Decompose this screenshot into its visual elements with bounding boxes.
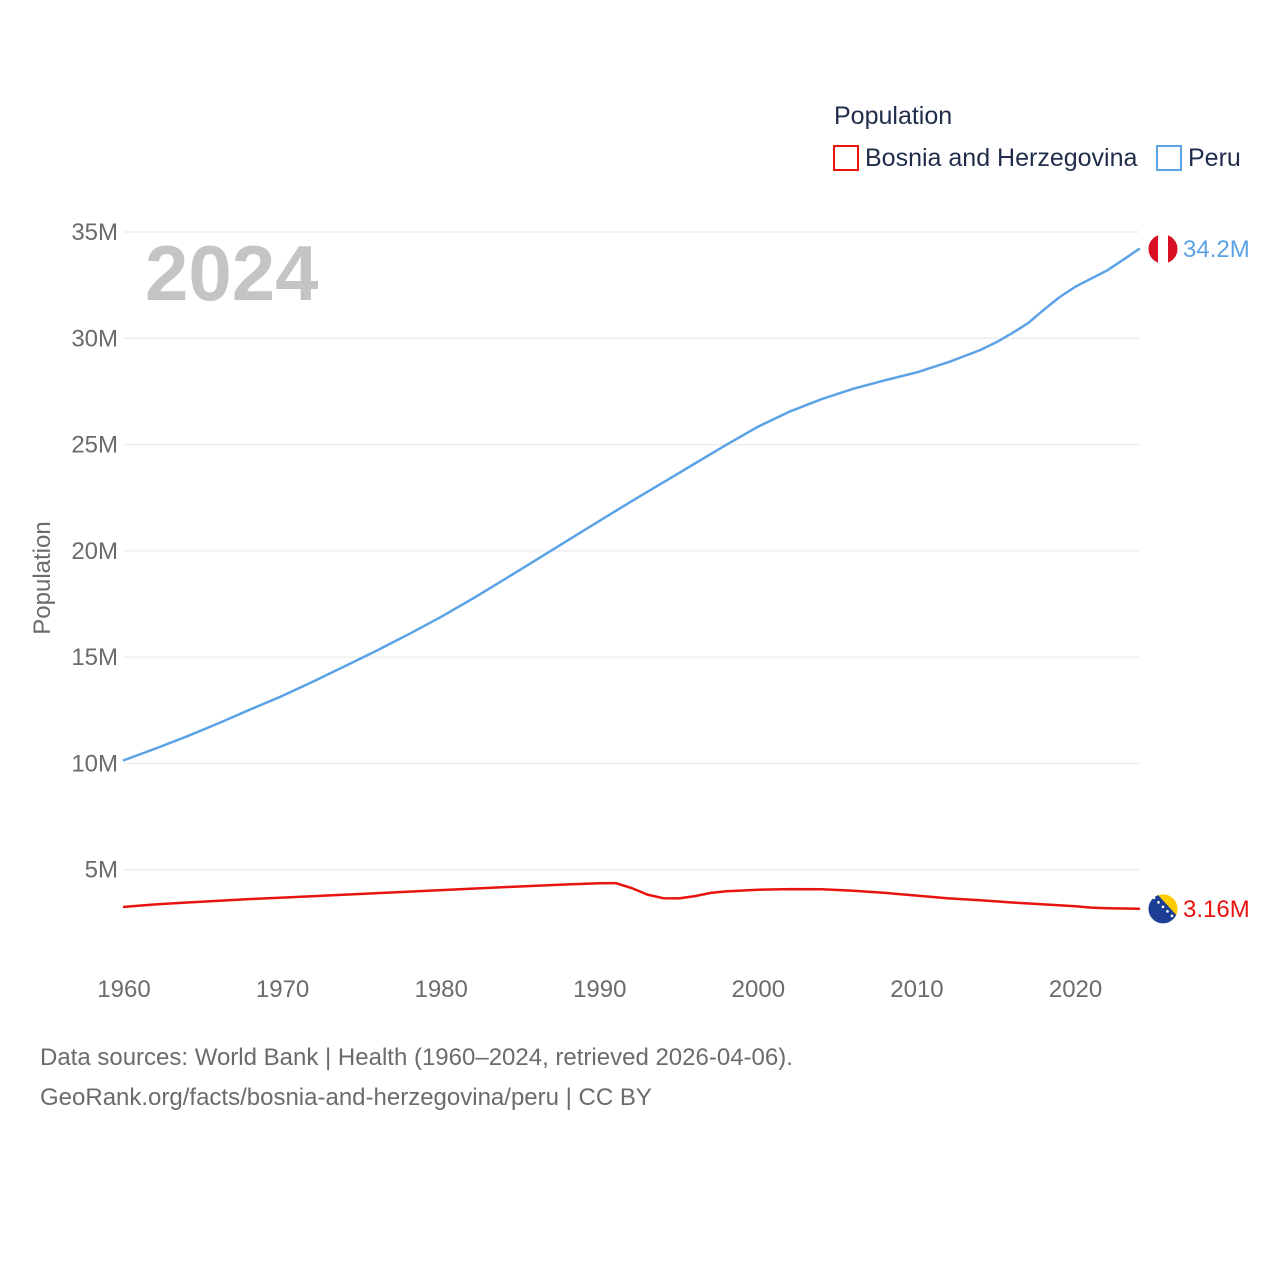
series-line-peru [122, 247, 1141, 762]
peru-flag-icon [1147, 233, 1179, 265]
y-axis-title: Population [29, 521, 56, 634]
series-endpoints: 3.16M 34.2M [1147, 233, 1250, 925]
y-tick-label: 30M [71, 325, 118, 352]
legend-entry-peru[interactable]: Peru [1156, 144, 1241, 172]
y-tick-label: 15M [71, 644, 118, 671]
flag-star [1170, 914, 1174, 918]
y-axis-ticks: 5M 10M 15M 20M 25M 30M 35M [71, 219, 118, 884]
flag-triangle [1157, 893, 1178, 917]
legend-label-bosnia: Bosnia and Herzegovina [865, 144, 1137, 172]
flag-stripe-center [1158, 234, 1168, 265]
x-tick-label: 2010 [890, 976, 943, 1003]
y-tick-label: 20M [71, 538, 118, 565]
flag-star [1157, 901, 1160, 904]
legend-entry-bosnia[interactable]: Bosnia and Herzegovina [833, 144, 1137, 172]
flag-ring [1147, 233, 1179, 265]
legend-label-peru: Peru [1188, 144, 1241, 172]
x-tick-label: 1960 [97, 976, 150, 1003]
x-tick-label: 1980 [414, 976, 467, 1003]
legend-swatch-bosnia [833, 145, 859, 171]
source-line-1: Data sources: World Bank | Health (1960–… [40, 1044, 793, 1071]
x-tick-label: 2020 [1049, 976, 1102, 1003]
flag-body [1148, 893, 1178, 924]
x-tick-label: 1970 [256, 976, 309, 1003]
flag-star [1161, 905, 1165, 909]
flag-ring [1147, 893, 1179, 925]
series-line-bosnia [122, 881, 1141, 911]
x-axis-ticks: 1960 1970 1980 1990 2000 2010 2020 [97, 976, 1102, 1003]
flag-star [1166, 910, 1169, 913]
y-tick-label: 10M [71, 750, 118, 777]
series-lines [122, 247, 1141, 911]
y-tick-label: 25M [71, 432, 118, 459]
flag-stripe-right [1168, 234, 1178, 265]
y-tick-label: 35M [71, 219, 118, 246]
end-value-label-peru: 34.2M [1183, 236, 1250, 263]
legend-title: Population [834, 102, 952, 130]
source-link[interactable]: GeoRank.org/facts/bosnia-and-herzegovina… [40, 1084, 652, 1111]
grid [124, 231, 1139, 871]
flag-stripe-left [1148, 234, 1158, 265]
end-value-label-bosnia: 3.16M [1183, 896, 1250, 923]
bosnia-flag-icon [1147, 893, 1179, 925]
year-label: 2024 [145, 229, 319, 317]
x-tick-label: 2000 [732, 976, 785, 1003]
legend-swatch-peru [1156, 145, 1182, 171]
x-tick-label: 1990 [573, 976, 626, 1003]
flag-body [1148, 234, 1178, 265]
legend: Population Bosnia and Herzegovina Peru [833, 102, 1241, 172]
y-tick-label: 5M [85, 857, 118, 884]
